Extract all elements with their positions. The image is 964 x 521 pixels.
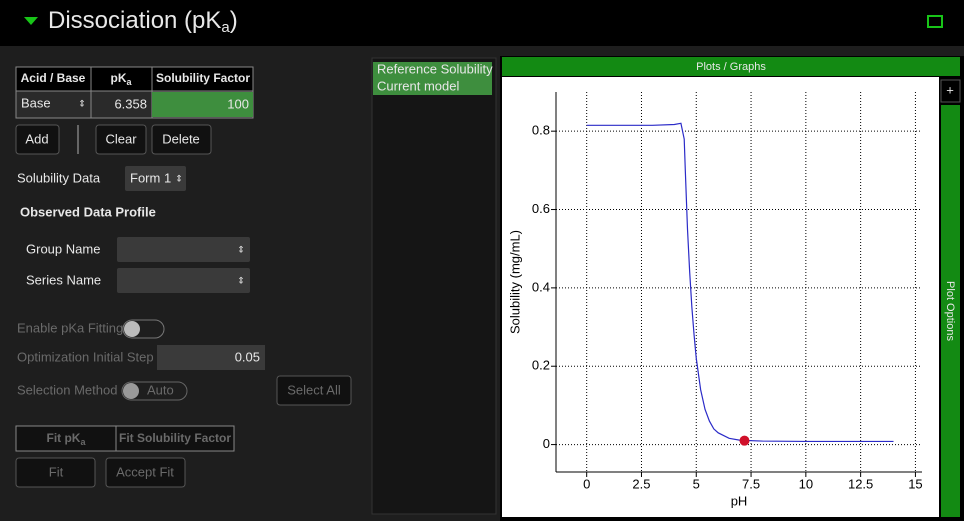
x-tick-label: 12.5: [848, 476, 873, 491]
svg-text:⇕: ⇕: [237, 244, 245, 254]
svg-text:⇕: ⇕: [175, 173, 183, 183]
label: Group Name: [26, 241, 100, 256]
label: Selection Method: [17, 382, 117, 397]
popout-icon[interactable]: [927, 15, 943, 28]
label: Enable pKa Fitting: [17, 320, 123, 335]
plot-area: [502, 77, 939, 517]
input[interactable]: [157, 345, 265, 370]
plot-options-label: Plot Options: [944, 281, 956, 341]
header-bar: [0, 0, 964, 46]
table-header-cell: Acid / Base: [21, 71, 86, 85]
y-tick-label: 0.2: [532, 358, 550, 373]
x-tick-label: 10: [799, 476, 813, 491]
plot-panel-header: [502, 57, 960, 76]
button-label: Fit: [49, 464, 64, 479]
table-header-cell: pKa: [110, 71, 132, 87]
table-cell[interactable]: Base: [21, 95, 51, 110]
plot-options-tab[interactable]: [941, 105, 960, 517]
button-label: Add: [25, 131, 48, 146]
tab[interactable]: Fit Solubility Factor: [119, 431, 231, 445]
toggle[interactable]: [122, 319, 165, 339]
tab-bar: [15, 425, 235, 452]
table-cell[interactable]: 6.358: [114, 96, 147, 111]
add-button-label: +: [946, 82, 954, 97]
line: [586, 122, 894, 443]
list-item[interactable]: Reference Solubility: [377, 61, 493, 76]
button[interactable]: [15, 124, 60, 155]
svg-text:⇕: ⇕: [237, 275, 245, 285]
button[interactable]: [15, 457, 96, 488]
toggle-label: Auto: [147, 382, 174, 397]
select[interactable]: [117, 237, 250, 262]
select-value: Form 1: [130, 170, 171, 185]
section-title: Observed Data Profile: [20, 204, 156, 219]
point: [739, 435, 750, 446]
label: Optimization Initial Step: [17, 349, 154, 364]
x-tick-label: 15: [908, 476, 922, 491]
chart: 0 2.5 5 7.5 10 12.5 15 0 0.2 0.4 0.6 0.8 pH Solubilit…: [507, 92, 923, 508]
y-tick-label: 0.6: [532, 201, 550, 216]
add-button[interactable]: [940, 79, 961, 103]
table-cell[interactable]: 100: [227, 96, 249, 111]
table-header: [15, 66, 254, 92]
y-tick-label: 0.8: [532, 123, 550, 138]
x-tick-label: 0: [583, 476, 590, 491]
button[interactable]: [105, 457, 186, 488]
model-list: [371, 57, 497, 515]
y-axis-label: Solubility (mg/mL): [507, 230, 522, 334]
label: Solubility Data: [17, 170, 101, 185]
button-label: Clear: [105, 131, 137, 146]
header-title: Dissociation (pKa): [48, 7, 238, 36]
y-tick-label: 0: [543, 436, 550, 451]
spin-icon[interactable]: ⇕: [78, 98, 86, 108]
label: Series Name: [26, 272, 101, 287]
button[interactable]: [95, 124, 147, 155]
selected-cell: [152, 92, 253, 117]
tab[interactable]: Fit pKa: [46, 431, 86, 447]
select[interactable]: [117, 268, 250, 293]
toggle[interactable]: [121, 381, 188, 401]
list-selection: [373, 62, 492, 95]
x-axis-label: pH: [731, 493, 748, 508]
button[interactable]: [151, 124, 212, 155]
x-tick-label: 5: [693, 476, 700, 491]
button-label: Select All: [287, 382, 341, 397]
y-tick-label: 0.4: [532, 279, 550, 294]
table-header-cell: Solubility Factor: [156, 71, 250, 85]
plot-panel-title: Plots / Graphs: [696, 61, 766, 73]
select[interactable]: [125, 166, 186, 191]
x-tick-label: 7.5: [742, 476, 760, 491]
x-tick-label: 2.5: [632, 476, 650, 491]
button[interactable]: [276, 375, 352, 406]
collapse-arrow[interactable]: [24, 17, 38, 25]
button-label: Accept Fit: [116, 464, 174, 479]
button-label: Delete: [162, 131, 200, 146]
list-item[interactable]: Current model: [377, 78, 459, 93]
input-value: 0.05: [235, 349, 260, 364]
